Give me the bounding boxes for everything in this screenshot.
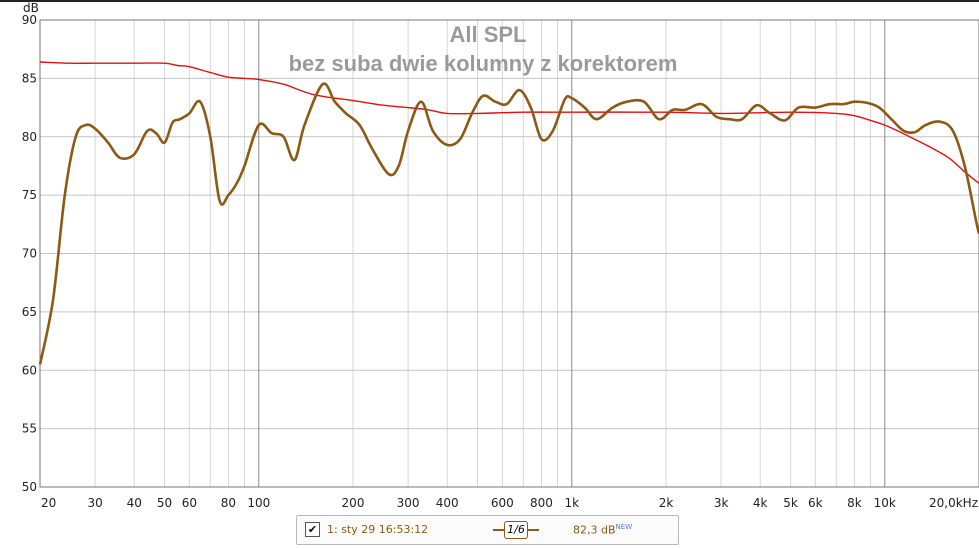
smoothing-value: 1/6 [504, 521, 528, 539]
x-tick-label: 4k [753, 496, 768, 510]
y-tick-label: 90 [22, 13, 37, 27]
x-tick-label: 2k [659, 496, 674, 510]
x-tick-label: 200 [342, 496, 365, 510]
y-tick-label: 85 [22, 71, 37, 85]
trace-level: 82,3 dBNEW [573, 523, 633, 537]
y-tick-label: 80 [22, 130, 37, 144]
y-tick-label: 60 [22, 363, 37, 377]
x-tick-label: 5k [783, 496, 798, 510]
y-tick-label: 70 [22, 247, 37, 261]
x-tick-label: 20 [41, 496, 56, 510]
target-curve-trace [39, 61, 979, 184]
trace-visibility-checkbox[interactable]: ✔ [305, 522, 320, 537]
legend-bar: ✔ 1: sty 29 16:53:12 1/6 82,3 dBNEW [296, 515, 679, 545]
x-tick-label: 100 [247, 496, 270, 510]
x-tick-label: 400 [436, 496, 459, 510]
y-tick-label: 55 [22, 422, 37, 436]
x-tick-label: 20,0kHz [929, 496, 978, 510]
x-tick-label: 3k [714, 496, 729, 510]
x-tick-label: 6k [808, 496, 823, 510]
y-tick-label: 50 [22, 480, 37, 494]
chart-title: All SPL [449, 22, 526, 47]
x-tick-label: 40 [127, 496, 142, 510]
x-tick-label: 60 [182, 496, 197, 510]
y-tick-label: 65 [22, 305, 37, 319]
new-badge: NEW [615, 523, 633, 531]
x-tick-label: 600 [491, 496, 514, 510]
x-tick-label: 80 [221, 496, 236, 510]
y-axis-label: dB [23, 1, 39, 15]
trace-label[interactable]: 1: sty 29 16:53:12 [327, 523, 429, 536]
x-tick-label: 300 [397, 496, 420, 510]
y-tick-label: 75 [22, 188, 37, 202]
x-tick-label: 8k [847, 496, 862, 510]
spl-measurement-trace [38, 82, 979, 365]
x-tick-label: 30 [87, 496, 102, 510]
x-tick-label: 10k [874, 496, 896, 510]
x-tick-label: 50 [157, 496, 172, 510]
x-tick-label: 1k [564, 496, 579, 510]
chart-subtitle: bez suba dwie kolumny z korektorem [289, 51, 678, 76]
x-tick-label: 800 [530, 496, 553, 510]
smoothing-selector[interactable]: 1/6 [493, 521, 539, 539]
